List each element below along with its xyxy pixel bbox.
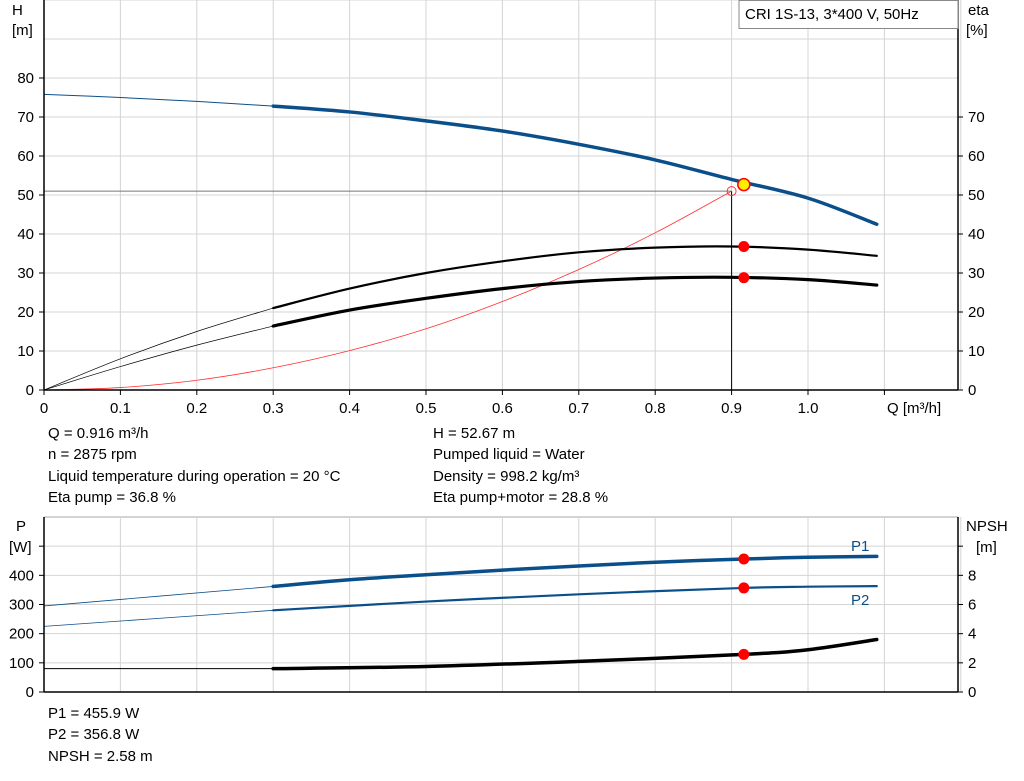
info-density: Density = 998.2 kg/m³: [433, 468, 579, 485]
duty-point-head-marker: [737, 177, 751, 192]
x-tick-label: 0.8: [645, 400, 666, 417]
x-tick-label: 0.2: [186, 400, 207, 417]
p1-curve: [271, 554, 879, 589]
info-head: H = 52.67 m: [433, 425, 515, 442]
eta-tick-label: 70: [968, 109, 985, 126]
npsh-tick-label: 6: [968, 597, 976, 614]
eta-tick-label: 20: [968, 304, 985, 321]
eta-tick-label: 0: [968, 382, 976, 399]
head-curve: [271, 104, 879, 226]
h-tick-label: 40: [17, 226, 34, 243]
info-bottom: P1 = 455.9 W P2 = 356.8 W NPSH = 2.58 m: [48, 705, 153, 765]
eta-pump-motor-curve: [271, 275, 879, 328]
npsh-tick-label: 4: [968, 626, 976, 643]
info-flow: Q = 0.916 m³/h: [48, 425, 148, 442]
info-liquid: Pumped liquid = Water: [433, 446, 585, 463]
p-tick-label: 400: [9, 567, 34, 584]
h-tick-label: 50: [17, 187, 34, 204]
p-tick-label: 100: [9, 655, 34, 672]
info-eta-pump: Eta pump = 36.8 %: [48, 489, 176, 506]
top-chart-grid: [44, 0, 962, 390]
eta-tick-label: 30: [968, 265, 985, 282]
p1-curve-extrapolated: [43, 586, 274, 607]
info-npsh: NPSH = 2.58 m: [48, 748, 153, 765]
eta-tick-label: 10: [968, 343, 985, 360]
required-point-marker: [726, 186, 737, 197]
h-tick-label: 80: [17, 70, 34, 87]
axes: 0 0.1 0.2 0.3 0.4 0.5 0.6 0.7 0.8 0.9 1.0010203040…: [9, 0, 985, 701]
p1-series-label: P1: [851, 538, 869, 555]
duty-point-markers: [726, 177, 751, 660]
x-tick-label: 0.1: [110, 400, 131, 417]
h-tick-label: 20: [17, 304, 34, 321]
eta-axis-label: eta: [968, 2, 990, 19]
duty-point-npsh-marker: [738, 648, 750, 660]
h-tick-label: 0: [26, 382, 34, 399]
h-axis-label: H: [12, 2, 23, 19]
p-tick-label: 200: [9, 626, 34, 643]
duty-point-p1-marker: [738, 553, 750, 565]
info-top: Q = 0.916 m³/h n = 2875 rpm Liquid tempe…: [48, 425, 608, 506]
info-p1: P1 = 455.9 W: [48, 705, 140, 722]
x-tick-label: 0.5: [416, 400, 437, 417]
x-tick-label: 0: [40, 400, 48, 417]
title-box: CRI 1S-13, 3*400 V, 50Hz: [738, 0, 959, 29]
npsh-axis-label: NPSH: [966, 518, 1008, 535]
npsh-tick-label: 0: [968, 684, 976, 701]
p-tick-label: 0: [26, 684, 34, 701]
title-text: CRI 1S-13, 3*400 V, 50Hz: [745, 6, 919, 23]
npsh-axis-unit: [m]: [976, 539, 997, 556]
h-tick-label: 70: [17, 109, 34, 126]
eta-axis-unit: [%]: [966, 22, 988, 39]
eta-tick-label: 50: [968, 187, 985, 204]
head-curve-extrapolated: [43, 93, 274, 107]
eta-pump-curve: [272, 245, 878, 310]
h-axis-unit: [m]: [12, 22, 33, 39]
h-tick-label: 10: [17, 343, 34, 360]
p2-series-label: P2: [851, 592, 869, 609]
p-tick-label: 300: [9, 597, 34, 614]
duty-point-eta-pump-marker: [738, 240, 750, 252]
info-speed: n = 2875 rpm: [48, 446, 137, 463]
h-tick-label: 30: [17, 265, 34, 282]
npsh-tick-label: 2: [968, 655, 976, 672]
curves: [43, 93, 879, 671]
eta-pump-motor-curve-extrapolated: [43, 325, 274, 391]
x-tick-label: 0.3: [263, 400, 284, 417]
p2-curve: [272, 585, 878, 612]
x-tick-label: 0.9: [721, 400, 742, 417]
x-tick-label: 1.0: [798, 400, 819, 417]
duty-point-eta-pump-motor-marker: [738, 272, 750, 284]
x-tick-label: 0.7: [568, 400, 589, 417]
info-temperature: Liquid temperature during operation = 20…: [48, 468, 341, 485]
x-tick-label: 0.6: [492, 400, 513, 417]
duty-point-p2-marker: [738, 582, 750, 594]
p-axis-label: P: [16, 518, 26, 535]
h-tick-label: 60: [17, 148, 34, 165]
p-axis-unit: [W]: [9, 539, 32, 556]
x-tick-label: 0.4: [339, 400, 360, 417]
title-box-frame: [738, 0, 959, 29]
eta-tick-label: 40: [968, 226, 985, 243]
eta-tick-label: 60: [968, 148, 985, 165]
system-curve: [43, 190, 732, 391]
npsh-curve: [271, 637, 879, 671]
npsh-tick-label: 8: [968, 567, 976, 584]
info-p2: P2 = 356.8 W: [48, 726, 140, 743]
info-eta-pump-motor: Eta pump+motor = 28.8 %: [433, 489, 608, 506]
p2-curve-extrapolated: [43, 609, 274, 627]
eta-pump-curve-extrapolated: [43, 307, 274, 391]
q-axis-label: Q [m³/h]: [887, 400, 941, 417]
